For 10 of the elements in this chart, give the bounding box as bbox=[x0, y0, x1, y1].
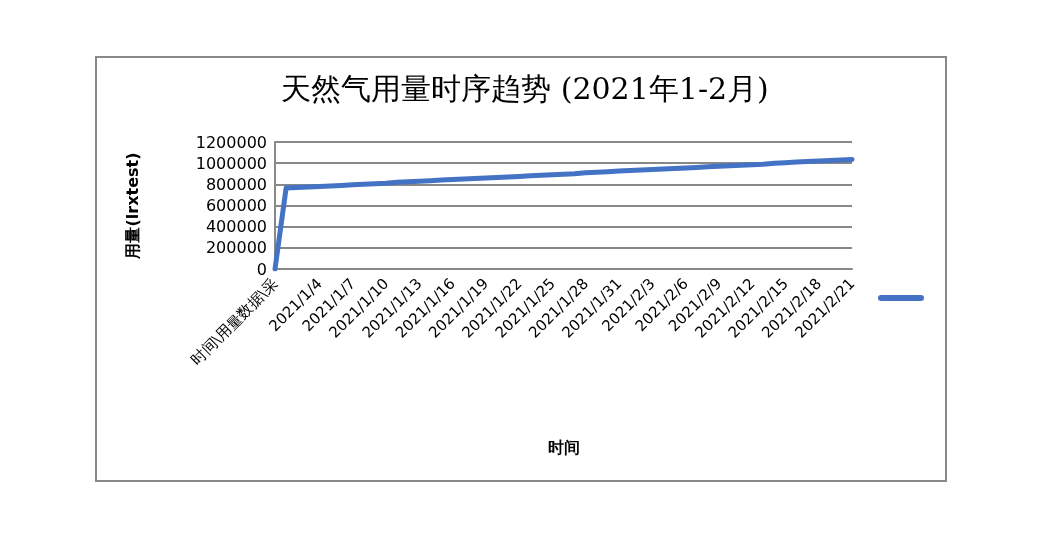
y-axis-title: 用量(lrxtest) bbox=[122, 152, 142, 260]
y-tick-label: 1200000 bbox=[195, 132, 267, 152]
chart-title: 天然气用量时序趋势 (2021年1-2月) bbox=[281, 70, 769, 106]
x-axis-title: 时间 bbox=[547, 437, 580, 457]
y-tick-label: 600000 bbox=[205, 196, 267, 215]
y-tick-label: 400000 bbox=[205, 217, 267, 237]
y-tick-label: 0 bbox=[256, 259, 267, 279]
y-tick-label: 800000 bbox=[205, 174, 267, 194]
y-tick-label: 200000 bbox=[205, 238, 267, 258]
y-tick-label: 1000000 bbox=[195, 153, 267, 173]
